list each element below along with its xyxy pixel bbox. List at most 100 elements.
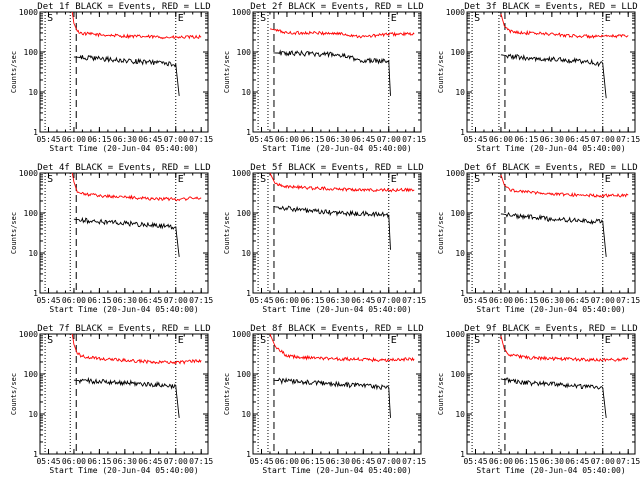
x-tick-label: 06:15 [87,457,111,466]
marker-label-S: S [260,335,266,346]
marker-label-E: E [391,174,397,185]
y-tick-label: 10 [241,410,251,419]
x-tick-label: 06:00 [489,135,513,144]
x-tick-label: 06:45 [565,135,589,144]
x-tick-label: 07:00 [377,296,401,305]
marker-label-E: E [391,13,397,24]
series-lld-line [269,333,415,363]
x-tick-label: 06:30 [113,296,137,305]
x-tick-label: 06:00 [275,135,299,144]
x-tick-label: 06:15 [300,296,324,305]
marker-label-S: S [47,13,53,24]
series-lld-line [500,174,629,199]
series-lld-line [71,172,202,202]
y-tick-label: 1000 [446,169,465,178]
x-tick-label: 06:15 [514,457,538,466]
x-tick-label: 05:45 [463,296,487,305]
y-axis-label: Counts/sec [437,373,445,415]
y-tick-label: 1000 [232,8,251,17]
x-tick-label: 06:45 [138,296,162,305]
y-tick-label: 1 [460,450,465,459]
x-tick-label: 06:00 [275,457,299,466]
panel-6: Det 6f BLACK = Events, RED = LLD 1 10 100 10… [437,163,640,314]
marker-label-S: S [474,13,480,24]
x-axis-label: Start Time (20-Jun-04 05:40:00) [262,305,411,314]
y-axis-label: Counts/sec [437,51,445,93]
x-tick-label: 07:00 [164,296,188,305]
y-tick-label: 10 [455,88,465,97]
series-events-line [73,54,180,96]
x-tick-label: 07:00 [591,296,615,305]
plot-frame [39,11,209,133]
x-tick-label: 05:45 [463,457,487,466]
x-tick-label: 06:00 [62,296,86,305]
panel-8: Det 8f BLACK = Events, RED = LLD 1 10 100 10… [223,324,426,475]
panel-title: Det 2f BLACK = Events, RED = LLD [250,2,423,12]
y-tick-label: 100 [237,48,252,57]
y-tick-label: 100 [451,48,466,57]
x-tick-label: 06:45 [351,457,375,466]
y-tick-label: 10 [455,249,465,258]
marker-label-E: E [605,174,611,185]
x-tick-label: 06:30 [540,457,564,466]
x-tick-label: 07:15 [189,296,213,305]
y-tick-label: 1 [246,289,251,298]
x-axis-label: Start Time (20-Jun-04 05:40:00) [49,466,198,475]
x-tick-label: 06:30 [540,296,564,305]
x-tick-label: 06:45 [351,296,375,305]
marker-label-S: S [260,174,266,185]
plot-frame [252,11,422,133]
x-tick-label: 05:45 [249,296,273,305]
y-tick-label: 1 [33,450,38,459]
x-axis-label: Start Time (20-Jun-04 05:40:00) [476,466,625,475]
panel-title: Det 9f BLACK = Events, RED = LLD [464,324,637,334]
y-tick-label: 1 [33,128,38,137]
panel-title: Det 8f BLACK = Events, RED = LLD [250,324,423,334]
y-tick-label: 1000 [19,330,38,339]
y-tick-label: 1000 [232,330,251,339]
x-tick-label: 06:30 [113,135,137,144]
panel-1: Det 1f BLACK = Events, RED = LLD 1 10 100 10… [10,2,213,153]
x-tick-label: 07:15 [402,457,426,466]
marker-label-S: S [47,174,53,185]
x-tick-label: 06:00 [62,135,86,144]
panel-4: Det 4f BLACK = Events, RED = LLD 1 10 100 10… [10,163,213,314]
x-tick-label: 06:45 [565,457,589,466]
panel-title: Det 4f BLACK = Events, RED = LLD [37,163,210,173]
y-axis-label: Counts/sec [10,212,18,254]
x-tick-label: 06:30 [326,296,350,305]
y-tick-label: 10 [28,410,38,419]
marker-label-E: E [178,335,184,346]
panel-title: Det 7f BLACK = Events, RED = LLD [37,324,210,334]
x-tick-label: 07:15 [616,457,640,466]
x-tick-label: 06:00 [489,296,513,305]
x-tick-label: 07:00 [591,457,615,466]
series-lld-line [71,11,202,40]
y-tick-label: 1000 [19,8,38,17]
panel-7: Det 7f BLACK = Events, RED = LLD 1 10 100 10… [10,324,213,475]
y-tick-label: 10 [241,88,251,97]
x-tick-label: 07:15 [402,296,426,305]
y-tick-label: 100 [24,209,39,218]
x-tick-label: 06:30 [113,457,137,466]
y-tick-label: 10 [28,88,38,97]
marker-label-S: S [47,335,53,346]
series-events-line [273,205,391,250]
panel-title: Det 3f BLACK = Events, RED = LLD [464,2,637,12]
x-tick-label: 06:45 [565,296,589,305]
x-axis-label: Start Time (20-Jun-04 05:40:00) [262,466,411,475]
plot-frame [466,11,636,133]
x-tick-label: 06:45 [138,457,162,466]
y-axis-label: Counts/sec [223,212,231,254]
x-tick-label: 05:45 [36,135,60,144]
plot-frame [466,172,636,294]
x-tick-label: 07:15 [189,457,213,466]
x-tick-label: 05:45 [249,135,273,144]
x-tick-label: 06:30 [326,457,350,466]
x-tick-label: 07:00 [377,135,401,144]
panel-title: Det 1f BLACK = Events, RED = LLD [37,2,210,12]
marker-label-E: E [605,13,611,24]
series-events-line [73,376,180,418]
x-tick-label: 06:15 [87,296,111,305]
x-tick-label: 06:45 [138,135,162,144]
